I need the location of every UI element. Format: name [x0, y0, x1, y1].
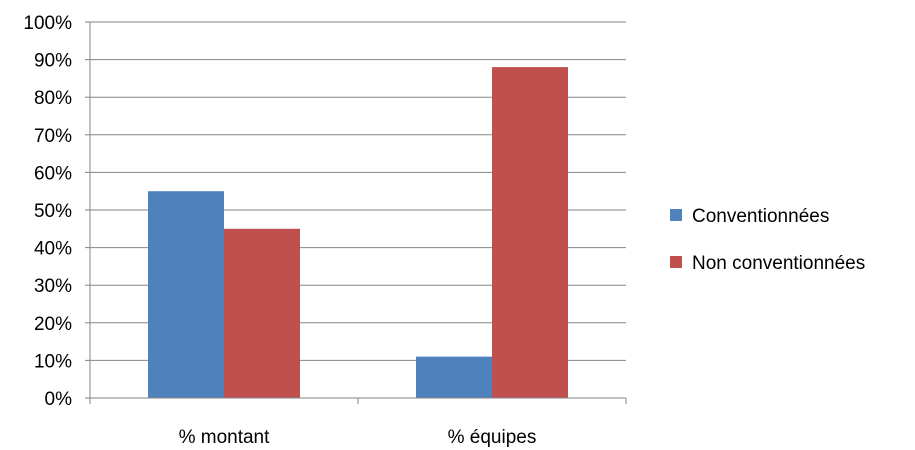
bar-non-conventionnees	[224, 228, 300, 398]
axes	[85, 21, 627, 404]
y-tick-label: 100%	[23, 13, 72, 34]
y-tick-label: 0%	[45, 389, 73, 410]
legend: Conventionnées Non conventionnées	[670, 206, 865, 274]
y-tick-labels: 0% 10% 20% 30% 40% 50% 60% 70% 80% 90% 100%	[23, 13, 72, 410]
bar-non-conventionnees	[492, 67, 568, 399]
y-tick-label: 80%	[34, 88, 72, 109]
y-tick-label: 90%	[34, 51, 72, 72]
legend-swatch	[670, 209, 682, 221]
y-tick-label: 70%	[34, 126, 72, 147]
y-tick-label: 20%	[34, 314, 72, 335]
y-tick-label: 50%	[34, 201, 72, 222]
y-tick-label: 40%	[34, 239, 72, 260]
y-tick-label: 30%	[34, 276, 72, 297]
x-tick-labels: % montant % équipes	[179, 427, 537, 448]
legend-swatch	[670, 256, 682, 268]
bar-conventionnees	[416, 356, 492, 398]
legend-label: Non conventionnées	[692, 253, 865, 274]
bars	[148, 67, 568, 399]
legend-label: Conventionnées	[692, 206, 829, 227]
y-tick-label: 10%	[34, 351, 72, 372]
x-tick-label: % équipes	[448, 427, 537, 448]
y-tick-label: 60%	[34, 163, 72, 184]
bar-conventionnees	[148, 191, 224, 398]
x-tick-label: % montant	[179, 427, 271, 448]
